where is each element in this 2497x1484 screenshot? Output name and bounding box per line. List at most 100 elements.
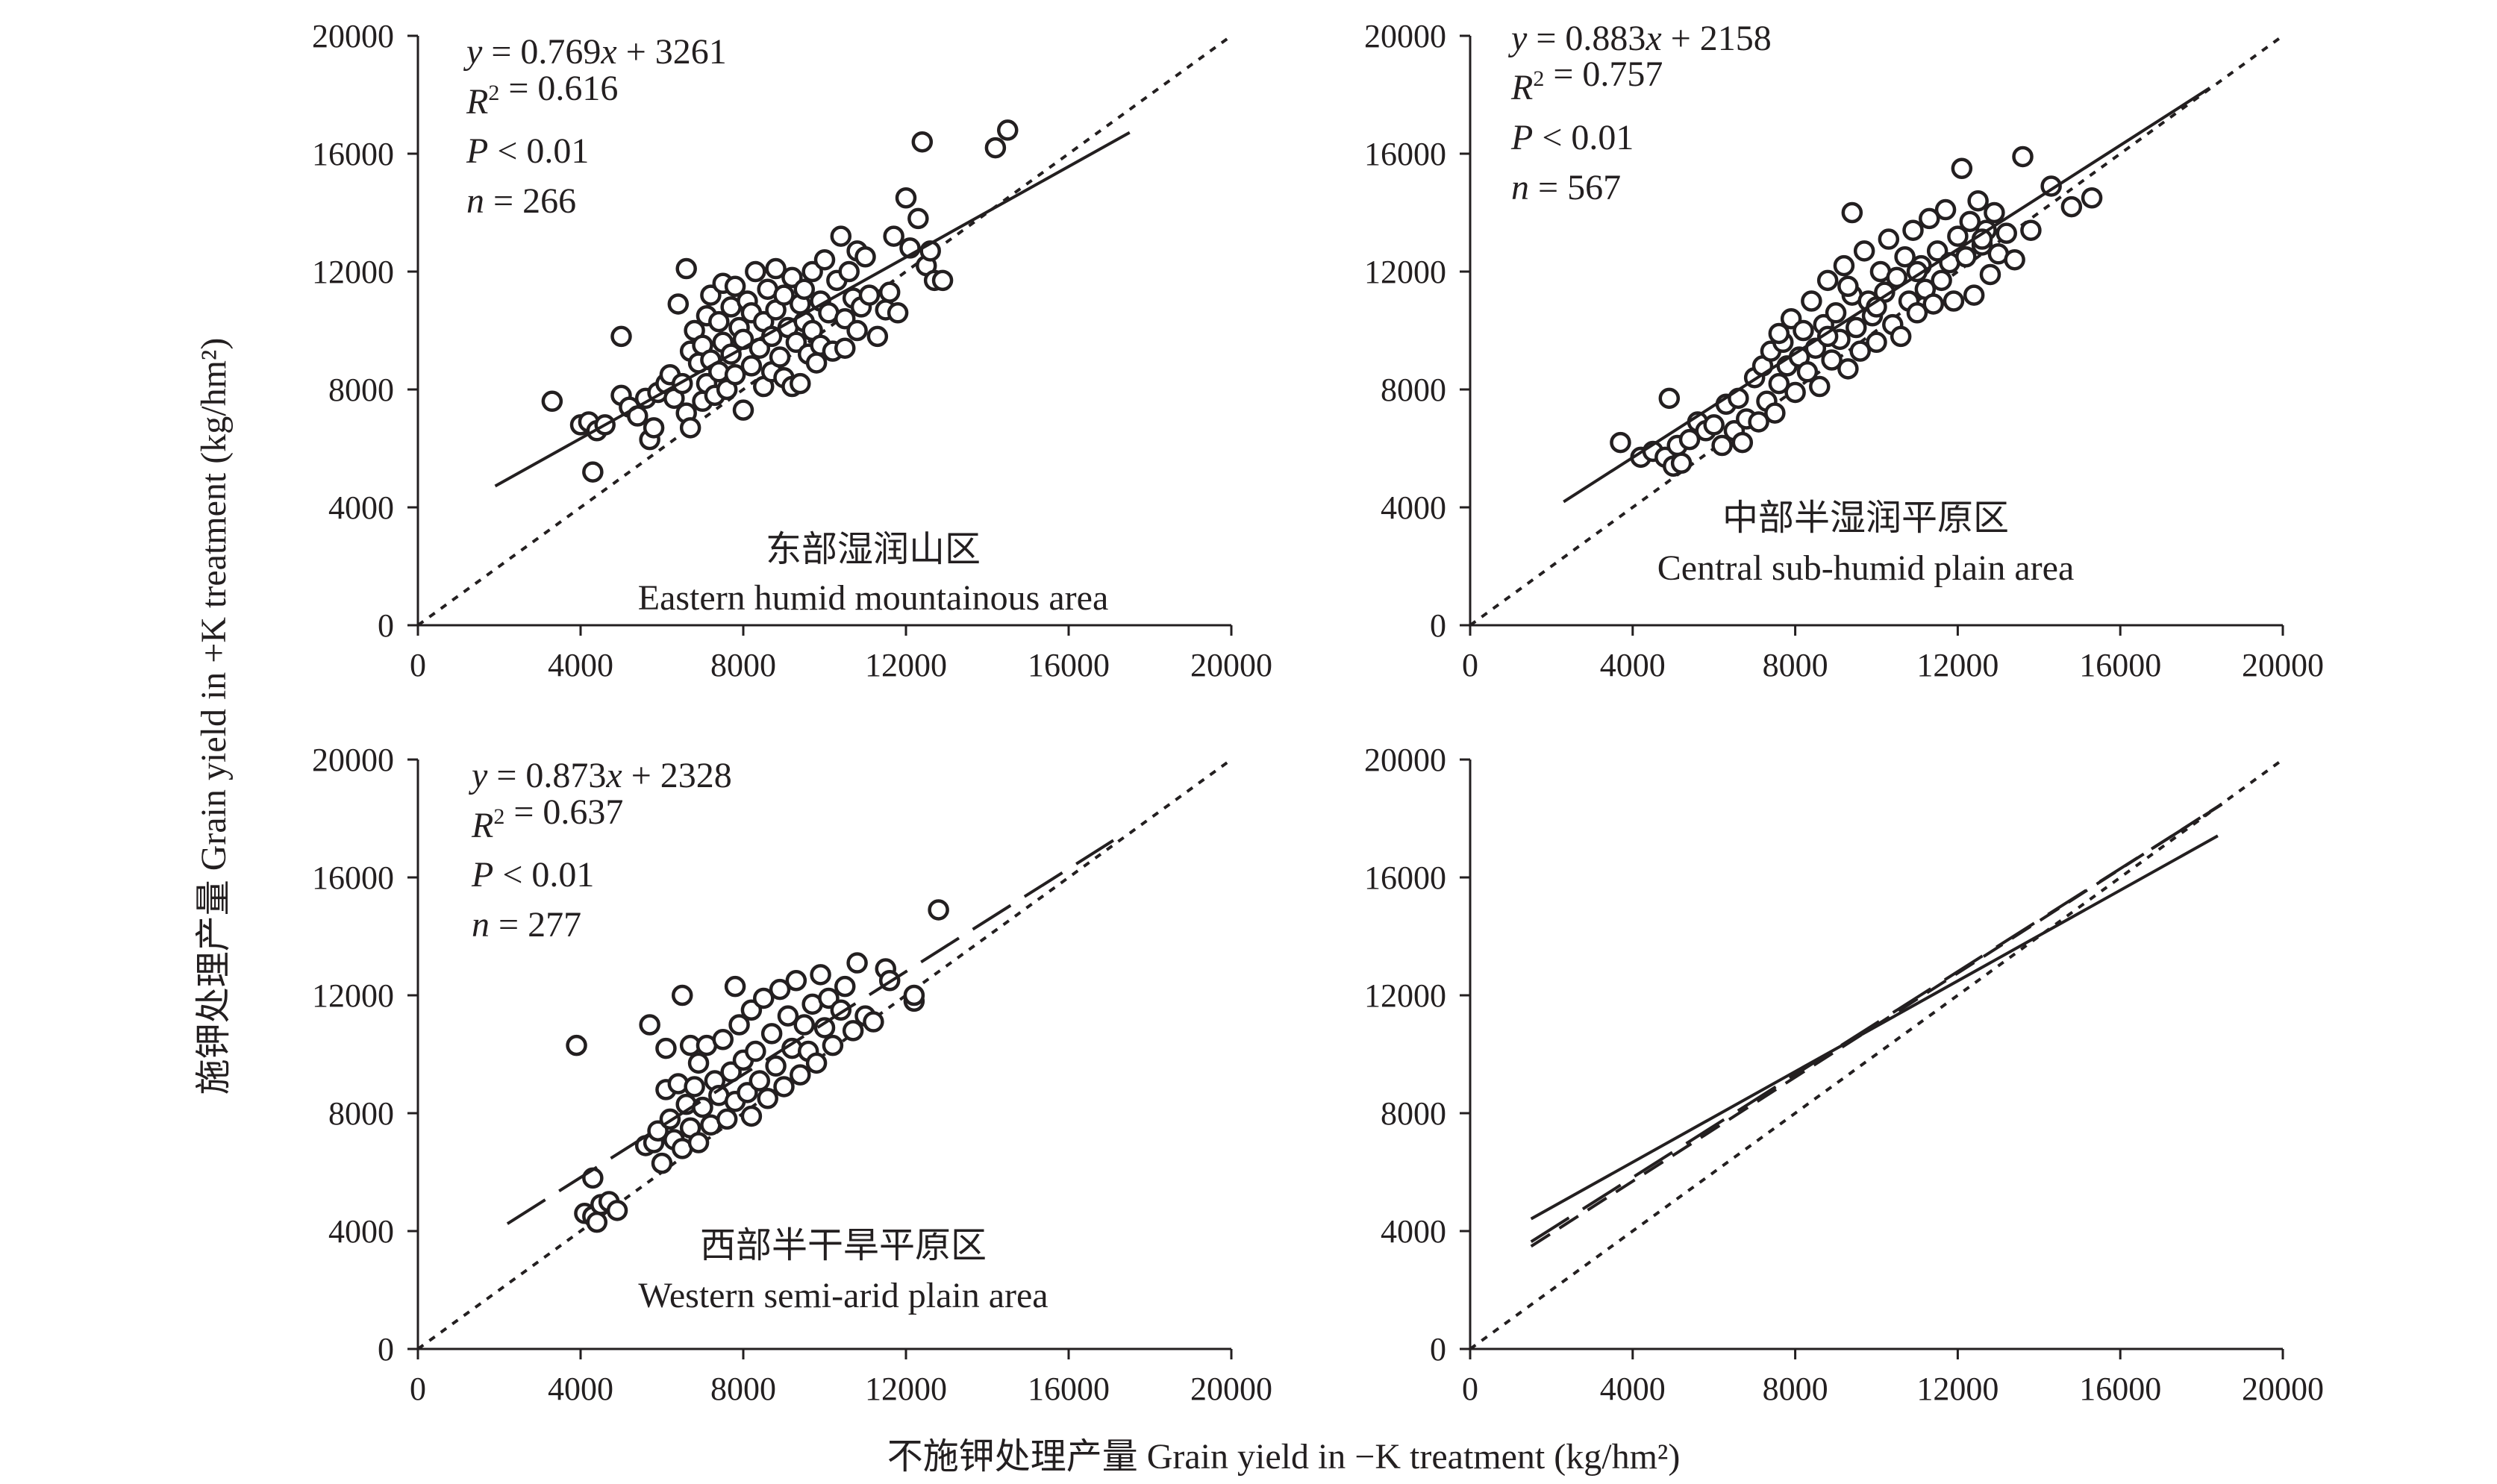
chart-panel-top-left: 0 4000 8000 12000 16000 20000 0 4000 8000 12000 16…: [312, 18, 1272, 683]
data-point: [687, 1052, 710, 1074]
data-point: [984, 137, 1007, 159]
data-point: [745, 1040, 766, 1062]
y-tick-label: 12000: [312, 977, 394, 1014]
sample-size: n = 277: [472, 905, 581, 945]
data-point: [1816, 325, 1839, 348]
data-point: [647, 1120, 669, 1142]
y-tick-label: 4000: [328, 489, 394, 526]
data-point: [997, 119, 1019, 141]
y-tick-label: 8000: [328, 1095, 394, 1132]
reference-line-1-1: [416, 34, 1233, 627]
data-point: [1853, 240, 1875, 262]
data-point: [813, 248, 836, 271]
data-point: [931, 269, 954, 292]
x-tick-label: 16000: [2079, 1371, 2161, 1407]
y-tick-label: 4000: [1381, 1213, 1446, 1250]
data-point: [1886, 266, 1907, 289]
data-point: [667, 293, 690, 315]
y-tick-label: 20000: [312, 742, 394, 778]
data-point: [708, 310, 730, 333]
data-point: [878, 281, 901, 303]
data-point: [1919, 207, 1940, 230]
region-name-zh: 西部半干旱平原区: [700, 1226, 987, 1265]
data-point: [834, 975, 856, 998]
data-point: [1906, 302, 1928, 324]
sample-size: n = 567: [1511, 168, 1621, 207]
x-tick-label: 20000: [2242, 647, 2324, 683]
data-point: [1670, 452, 1693, 474]
data-point: [541, 390, 563, 413]
data-point: [928, 899, 949, 921]
x-tick-label: 20000: [1190, 1371, 1272, 1407]
data-point: [1959, 210, 1981, 233]
x-tick-label: 12000: [1916, 1371, 1998, 1407]
data-point: [903, 984, 925, 1006]
data-point: [760, 1023, 783, 1045]
data-point: [672, 984, 693, 1006]
data-point: [1764, 402, 1786, 424]
data-point: [2020, 219, 2042, 241]
x-tick-label: 20000: [1190, 647, 1272, 683]
data-point: [1890, 325, 1912, 348]
data-point: [651, 1152, 673, 1174]
x-tick-label: 20000: [2242, 1371, 2324, 1407]
data-point: [737, 1082, 758, 1103]
y-tick-label: 12000: [1364, 254, 1446, 290]
y-tick-label: 16000: [312, 860, 394, 896]
data-point: [1837, 358, 1859, 380]
data-point: [757, 1088, 778, 1109]
data-point: [1922, 293, 1944, 315]
region-name-zh: 中部半湿润平原区: [1722, 498, 2009, 538]
data-point: [740, 999, 763, 1021]
data-point: [769, 978, 791, 1001]
data-point: [1796, 361, 1819, 383]
data-point: [643, 417, 665, 439]
data-point: [1816, 269, 1839, 292]
y-axis-title: 施钾处理产量 Grain yield in +K treatment (kg/h…: [194, 338, 234, 1095]
y-tick-label: 12000: [312, 254, 394, 290]
data-point: [740, 1105, 763, 1127]
x-tick-label: 0: [410, 647, 426, 683]
reference-line-1-1: [1469, 34, 2284, 627]
region-name-en: Eastern humid mountainous area: [638, 578, 1109, 618]
x-tick-label: 0: [1462, 1371, 1478, 1407]
data-point: [675, 257, 697, 280]
r-squared: R2 = 0.616: [466, 69, 618, 122]
data-point: [1837, 275, 1859, 297]
y-tick-label: 0: [1430, 1331, 1446, 1368]
data-point: [1728, 387, 1749, 410]
data-point: [1963, 284, 1985, 306]
data-point: [765, 1055, 787, 1077]
data-point: [1979, 263, 2001, 286]
data-point: [1943, 290, 1965, 312]
x-tick-label: 0: [410, 1371, 426, 1407]
data-point: [793, 278, 815, 300]
data-point: [740, 355, 763, 377]
data-point: [1825, 302, 1847, 324]
data-point: [1849, 340, 1871, 362]
data-point: [2012, 145, 2034, 168]
data-point: [753, 987, 775, 1009]
y-tick-label: 12000: [1364, 977, 1446, 1014]
data-point: [2060, 195, 2083, 218]
data-point: [858, 284, 881, 306]
data-point: [732, 399, 754, 421]
data-point: [1902, 219, 1924, 241]
data-point: [566, 1034, 587, 1056]
data-point: [838, 260, 860, 283]
data-point: [793, 1014, 815, 1036]
x-axis-title: 不施钾处理产量 Grain yield in −K treatment (kg/…: [887, 1437, 1681, 1477]
data-point: [1841, 201, 1863, 224]
y-tick-label: 16000: [1364, 136, 1446, 172]
p-value: P < 0.01: [471, 855, 594, 895]
data-point: [724, 975, 746, 998]
data-point: [1951, 157, 1973, 179]
data-point: [777, 1005, 799, 1027]
r-squared: R2 = 0.637: [471, 792, 623, 845]
regression-line: [494, 131, 1131, 488]
data-point: [1793, 319, 1814, 342]
data-point: [810, 964, 831, 986]
data-point: [1894, 246, 1916, 268]
x-tick-label: 4000: [1600, 647, 1666, 683]
regression-equation: y = 0.883x + 2158: [1507, 19, 1772, 58]
